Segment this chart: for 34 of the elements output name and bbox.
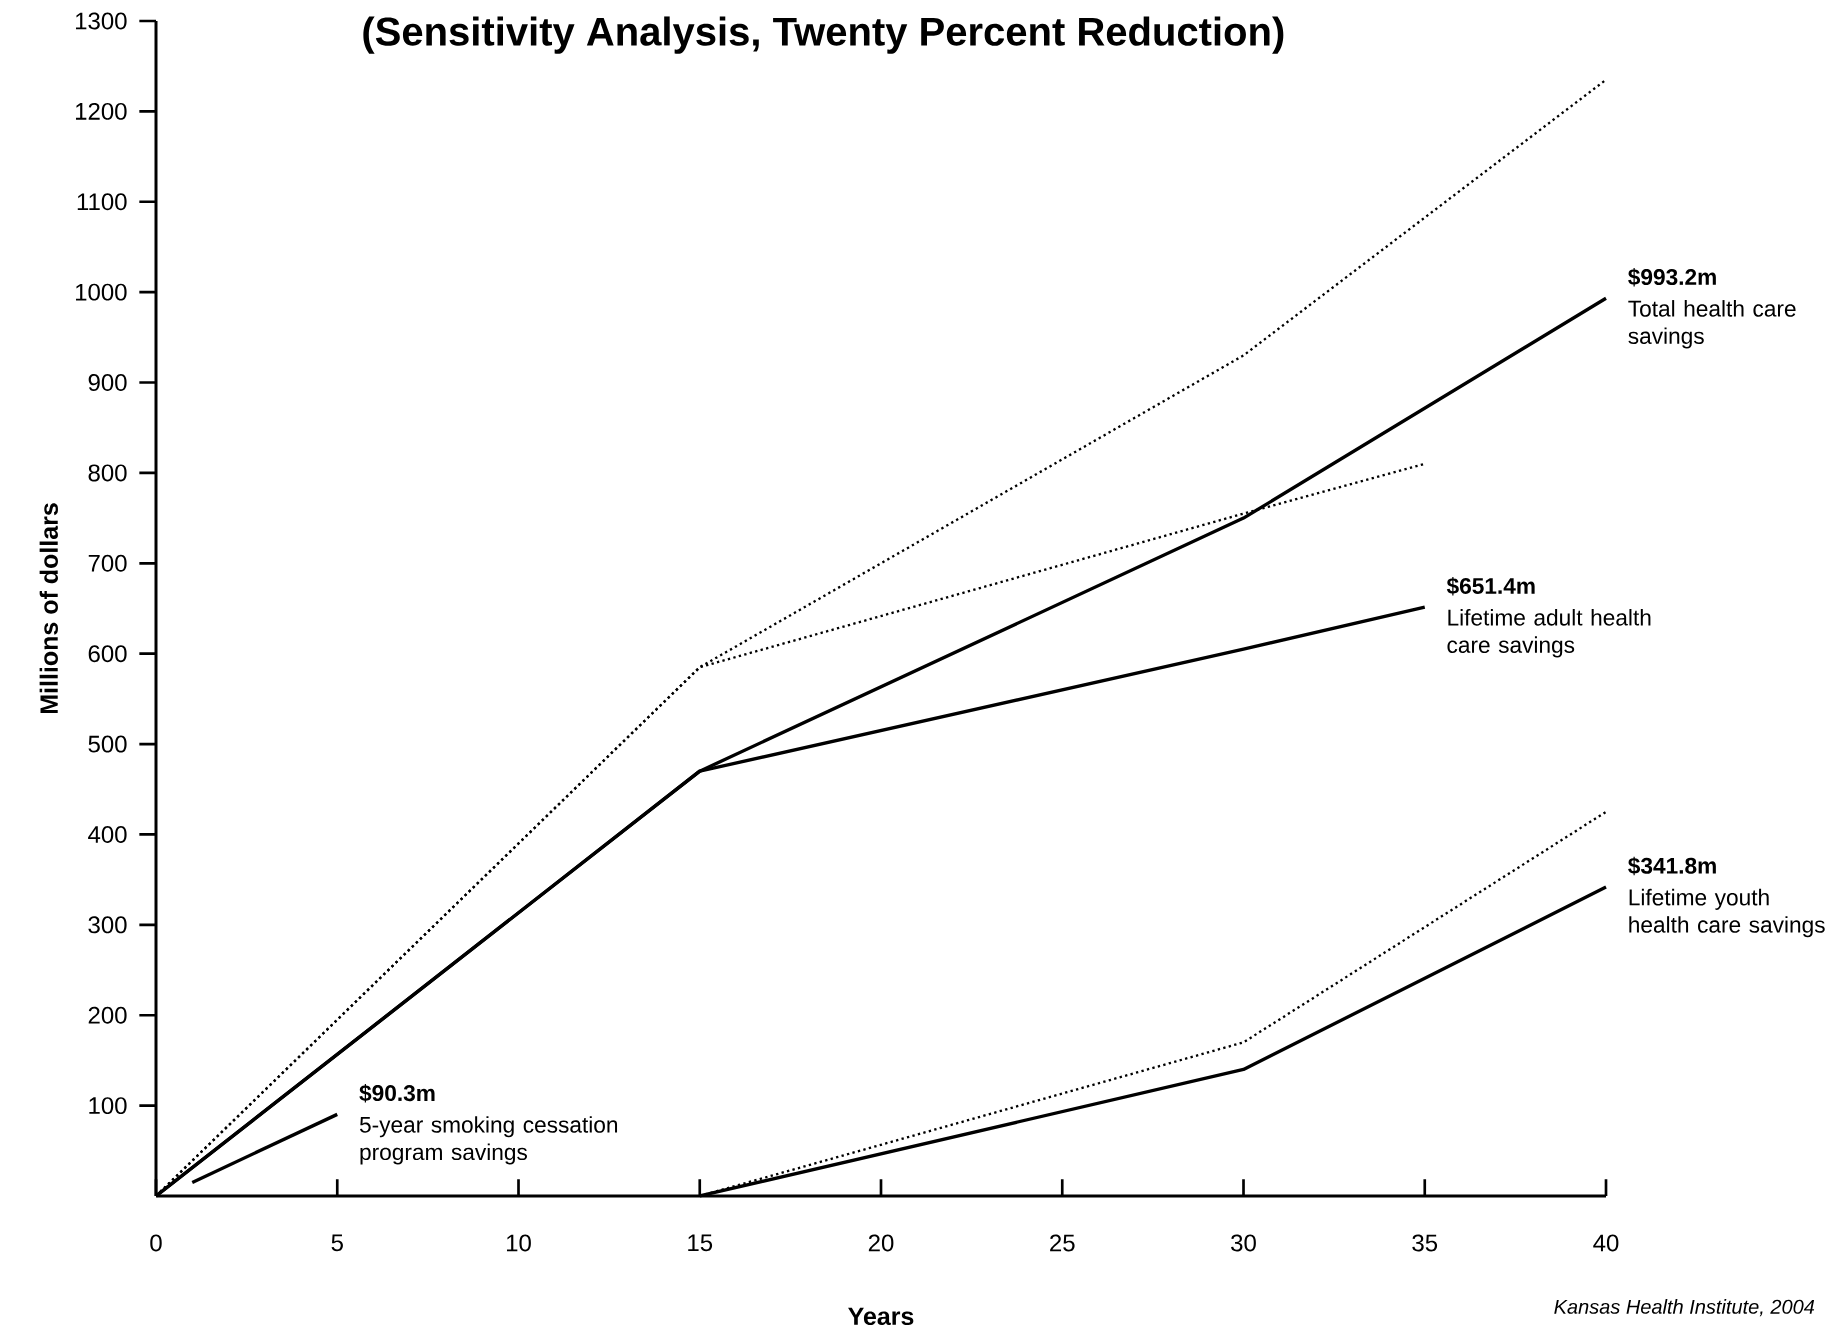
y-tick-label: 1300: [76, 12, 127, 30]
x-tick-label: 30: [1231, 1234, 1256, 1252]
x-tick-label: 10: [506, 1234, 531, 1252]
series-label: Total health care savings: [1628, 300, 1796, 349]
y-axis-title: Millions of dollars: [39, 503, 58, 714]
x-axis-title: Years: [848, 1307, 914, 1326]
y-tick-label: 200: [88, 1006, 127, 1024]
y-tick-label: 300: [88, 916, 127, 934]
annotation: $341.8m: [1628, 856, 1716, 876]
text: Kansas Health Institute, 2004: [1554, 1299, 1815, 1317]
y-tick-label: 500: [88, 735, 127, 753]
y-tick-label: 900: [88, 374, 127, 391]
y-tick-label: 1100: [77, 193, 127, 211]
annotation: $651.4m: [1446, 576, 1535, 596]
chart-title: (Sensitivity Analysis, Twenty Percent Reduction): [363, 16, 1284, 54]
x-tick-label: 15: [688, 1234, 713, 1252]
x-tick-label: 0: [150, 1234, 162, 1252]
y-tick-label: 700: [88, 554, 127, 572]
x-tick-label: 35: [1412, 1234, 1438, 1252]
series-label: 5-year smoking cessation program savings: [359, 1116, 618, 1165]
y-tick-label: 600: [88, 645, 127, 663]
y-tick-label: 800: [88, 464, 127, 482]
y-tick-label: 1000: [76, 283, 127, 301]
x-tick-label: 25: [1050, 1234, 1075, 1252]
y-tick-label: 100: [89, 1097, 127, 1115]
annotation: $993.2m: [1628, 268, 1716, 287]
x-tick-label: 20: [868, 1234, 894, 1252]
annotation: $90.3m: [359, 1084, 435, 1103]
y-tick-label: 400: [88, 825, 127, 843]
series-label: Lifetime youth health care savings: [1629, 888, 1825, 938]
y-tick-label: 1200: [76, 102, 127, 120]
x-tick-label: 40: [1593, 1234, 1619, 1252]
x-tick-label: 5: [331, 1234, 343, 1252]
series-label: Lifetime adult health care savings: [1447, 609, 1651, 658]
